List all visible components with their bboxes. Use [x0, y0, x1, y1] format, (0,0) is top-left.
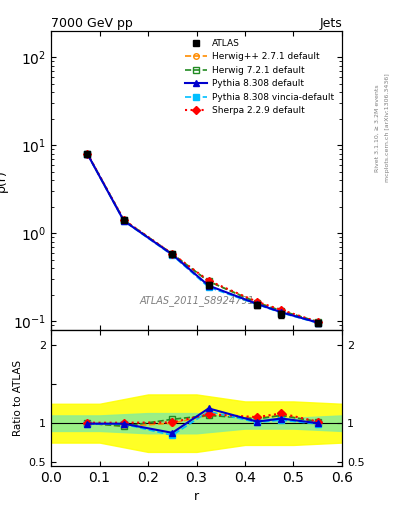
Y-axis label: Ratio to ATLAS: Ratio to ATLAS — [13, 360, 23, 436]
Pythia 8.308 default — [206, 283, 211, 289]
Text: Jets: Jets — [319, 16, 342, 30]
Pythia 8.308 default — [121, 218, 126, 224]
Sherpa 2.2.9 default — [121, 217, 126, 223]
Herwig 7.2.1 default — [255, 300, 259, 306]
Sherpa 2.2.9 default — [85, 151, 90, 157]
Sherpa 2.2.9 default — [279, 307, 284, 313]
Y-axis label: ρ(r): ρ(r) — [0, 169, 7, 191]
Line: Sherpa 2.2.9 default: Sherpa 2.2.9 default — [84, 151, 320, 325]
Herwig 7.2.1 default — [85, 151, 90, 157]
Line: Pythia 8.308 default: Pythia 8.308 default — [84, 151, 321, 326]
Herwig 7.2.1 default — [121, 217, 126, 223]
Line: Herwig 7.2.1 default: Herwig 7.2.1 default — [84, 151, 320, 325]
Herwig++ 2.7.1 default — [170, 251, 174, 257]
Herwig 7.2.1 default — [206, 278, 211, 284]
Herwig++ 2.7.1 default — [315, 318, 320, 325]
Herwig 7.2.1 default — [279, 308, 284, 314]
Herwig 7.2.1 default — [315, 318, 320, 325]
Pythia 8.308 default — [85, 151, 90, 157]
Herwig++ 2.7.1 default — [121, 217, 126, 223]
Line: Herwig++ 2.7.1 default: Herwig++ 2.7.1 default — [84, 151, 320, 325]
Text: 7000 GeV pp: 7000 GeV pp — [51, 16, 133, 30]
Legend: ATLAS, Herwig++ 2.7.1 default, Herwig 7.2.1 default, Pythia 8.308 default, Pythi: ATLAS, Herwig++ 2.7.1 default, Herwig 7.… — [181, 35, 338, 119]
Sherpa 2.2.9 default — [170, 251, 174, 257]
Pythia 8.308 vincia-default — [206, 284, 211, 290]
Line: Pythia 8.308 vincia-default: Pythia 8.308 vincia-default — [84, 152, 320, 326]
Herwig++ 2.7.1 default — [255, 299, 259, 305]
Pythia 8.308 vincia-default — [279, 310, 284, 316]
Pythia 8.308 vincia-default — [315, 320, 320, 326]
X-axis label: r: r — [194, 490, 199, 503]
Herwig 7.2.1 default — [170, 251, 174, 257]
Pythia 8.308 vincia-default — [170, 252, 174, 258]
Pythia 8.308 default — [170, 251, 174, 258]
Sherpa 2.2.9 default — [315, 318, 320, 325]
Pythia 8.308 default — [279, 309, 284, 315]
Pythia 8.308 default — [255, 301, 259, 307]
Text: Rivet 3.1.10, ≥ 3.2M events: Rivet 3.1.10, ≥ 3.2M events — [375, 84, 380, 172]
Pythia 8.308 vincia-default — [85, 151, 90, 157]
Sherpa 2.2.9 default — [255, 298, 259, 305]
Pythia 8.308 vincia-default — [255, 301, 259, 307]
Text: ATLAS_2011_S8924791: ATLAS_2011_S8924791 — [139, 295, 254, 306]
Herwig++ 2.7.1 default — [206, 278, 211, 284]
Text: mcplots.cern.ch [arXiv:1306.3436]: mcplots.cern.ch [arXiv:1306.3436] — [385, 74, 389, 182]
Sherpa 2.2.9 default — [206, 278, 211, 284]
Pythia 8.308 vincia-default — [121, 218, 126, 224]
Herwig++ 2.7.1 default — [279, 308, 284, 314]
Pythia 8.308 default — [315, 319, 320, 326]
Herwig++ 2.7.1 default — [85, 151, 90, 157]
